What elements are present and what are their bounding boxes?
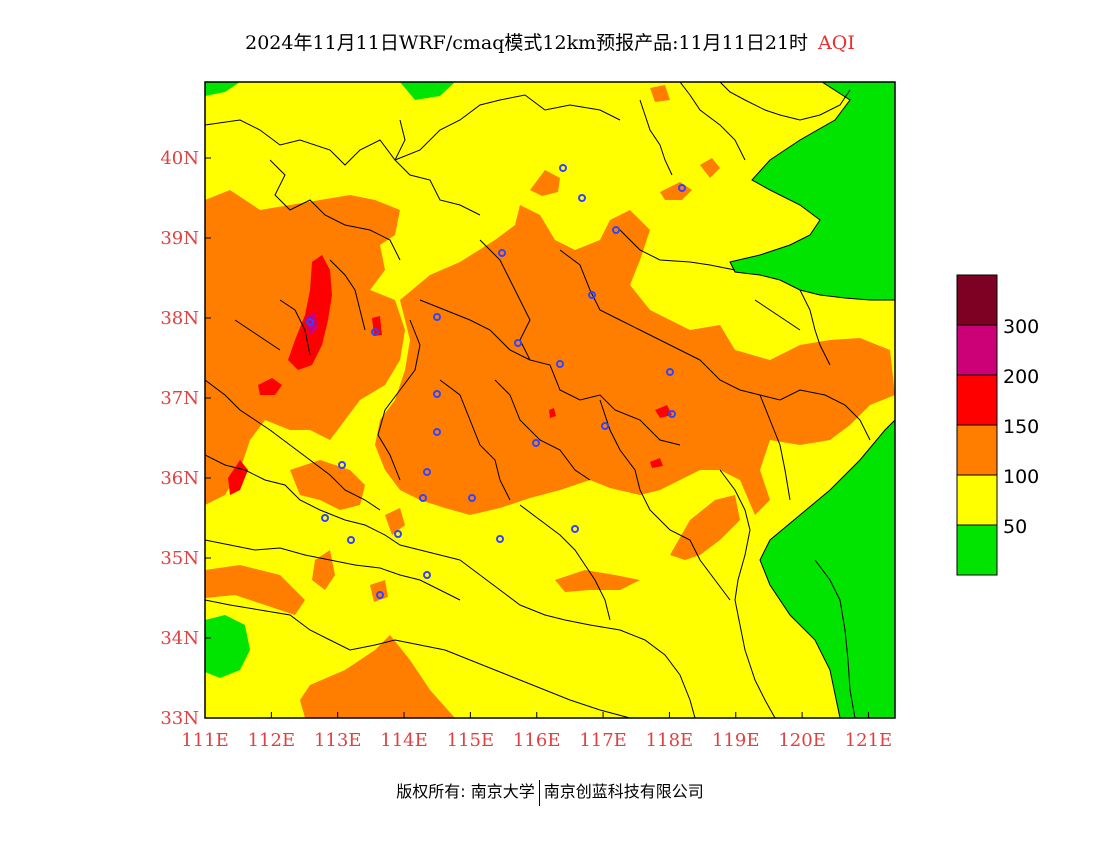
aqi-zone-good-n: [400, 82, 455, 100]
aqi-zone-usg-patch-4: [555, 570, 640, 592]
title-text: 2024年11月11日WRF/cmaq模式12km预报产品:11月11日21时: [245, 32, 809, 54]
x-tick-label: 117E: [579, 730, 627, 751]
x-tick-label: 116E: [513, 730, 561, 751]
aqi-zone-usg-southwest: [205, 565, 305, 615]
coastline: [729, 82, 895, 718]
station-marker: [498, 249, 506, 257]
aqi-zone-unhealthy-3: [228, 460, 248, 495]
station-marker: [578, 194, 586, 202]
map-footer: 版权所有: 南京大学 南京创蓝科技有限公司: [0, 778, 1100, 806]
map-title: 2024年11月11日WRF/cmaq模式12km预报产品:11月11日21时 A…: [0, 28, 1100, 55]
aqi-zone-good-sea: [730, 82, 895, 718]
legend-swatch-unhealthy: [956, 374, 998, 426]
station-marker: [666, 368, 674, 376]
station-marker: [423, 571, 431, 579]
station-marker: [612, 226, 620, 234]
station-marker: [678, 184, 686, 192]
y-tick-label: 38N: [160, 308, 199, 329]
title-product: AQI: [818, 32, 855, 54]
aqi-zone-good-nw: [205, 82, 240, 96]
y-tick-label: 35N: [160, 548, 199, 569]
map-panel: [205, 82, 895, 718]
station-marker: [321, 514, 329, 522]
monitoring-stations: [306, 164, 686, 599]
legend-label: 100: [1003, 466, 1039, 488]
aqi-zone-good-sw: [205, 615, 250, 678]
y-tick-label: 39N: [160, 228, 199, 249]
station-marker: [556, 360, 564, 368]
aqi-zone-usg-patch-1: [530, 170, 560, 196]
x-tick-label: 112E: [248, 730, 296, 751]
y-tick-label: 37N: [160, 388, 199, 409]
station-marker: [532, 439, 540, 447]
x-axis: 111E 112E 113E 114E 115E 116E 117E 118E 119E 120E…: [181, 712, 892, 751]
aqi-zone-unhealthy-4: [655, 405, 672, 418]
x-tick-label: 119E: [712, 730, 760, 751]
aqi-zone-usg-central: [375, 205, 895, 515]
y-tick-label: 34N: [160, 628, 199, 649]
company-text: 南京创蓝科技有限公司: [543, 782, 704, 801]
y-tick-label: 36N: [160, 468, 199, 489]
footer-separator: [538, 779, 540, 806]
x-tick-label: 113E: [314, 730, 362, 751]
station-marker: [423, 468, 431, 476]
aqi-zone-usg-patch-6: [385, 508, 405, 535]
station-marker: [306, 318, 314, 326]
x-tick-label: 115E: [447, 730, 495, 751]
aqi-zone-usg-patch-3: [700, 158, 720, 178]
aqi-zone-usg-south: [300, 635, 455, 718]
station-marker: [601, 422, 609, 430]
legend-label: 300: [1003, 316, 1039, 338]
station-marker: [371, 328, 379, 336]
station-marker: [588, 291, 596, 299]
legend-swatch-usg: [956, 424, 998, 476]
aqi-zone-usg-patch-8: [650, 85, 670, 102]
aqi-legend: 50 100 150 200 300: [956, 274, 1039, 576]
station-marker: [338, 461, 346, 469]
admin-borders: [205, 82, 871, 718]
aqi-zone-unhealthy-2: [258, 378, 282, 395]
legend-label: 50: [1003, 516, 1027, 538]
station-marker: [347, 536, 355, 544]
station-marker: [496, 535, 504, 543]
aqi-zone-usg-west-south: [290, 460, 365, 510]
station-marker: [433, 313, 441, 321]
station-marker: [419, 494, 427, 502]
aqi-zone-unhealthy-5: [650, 458, 663, 468]
aqi-zone-unhealthy-6: [372, 316, 382, 336]
x-tick-label: 121E: [845, 730, 893, 751]
y-tick-label: 33N: [160, 708, 199, 729]
legend-swatch-very-unhealthy: [956, 324, 998, 376]
aqi-zone-unhealthy-1: [288, 255, 332, 370]
station-marker: [571, 525, 579, 533]
aqi-zone-usg-southeast: [670, 495, 740, 560]
legend-label: 200: [1003, 366, 1039, 388]
x-tick-label: 111E: [181, 730, 229, 751]
x-tick-label: 120E: [778, 730, 826, 751]
legend-swatch-good: [956, 524, 998, 576]
station-marker: [376, 591, 384, 599]
y-axis: 33N 34N 35N 36N 37N 38N 39N 40N: [160, 148, 211, 729]
station-marker: [433, 428, 441, 436]
y-tick-label: 40N: [160, 148, 199, 169]
x-tick-label: 114E: [380, 730, 428, 751]
station-marker: [668, 410, 676, 418]
station-marker: [433, 390, 441, 398]
station-marker: [514, 339, 522, 347]
station-marker: [559, 164, 567, 172]
station-marker: [468, 494, 476, 502]
legend-swatch-hazardous: [956, 274, 998, 326]
legend-label: 150: [1003, 416, 1039, 438]
map-frame: [204, 81, 896, 719]
aqi-zone-unhealthy-7: [549, 408, 556, 418]
x-tick-label: 118E: [646, 730, 694, 751]
legend-swatch-moderate: [956, 474, 998, 526]
copyright-text: 版权所有: 南京大学: [396, 782, 535, 801]
station-marker: [394, 530, 402, 538]
